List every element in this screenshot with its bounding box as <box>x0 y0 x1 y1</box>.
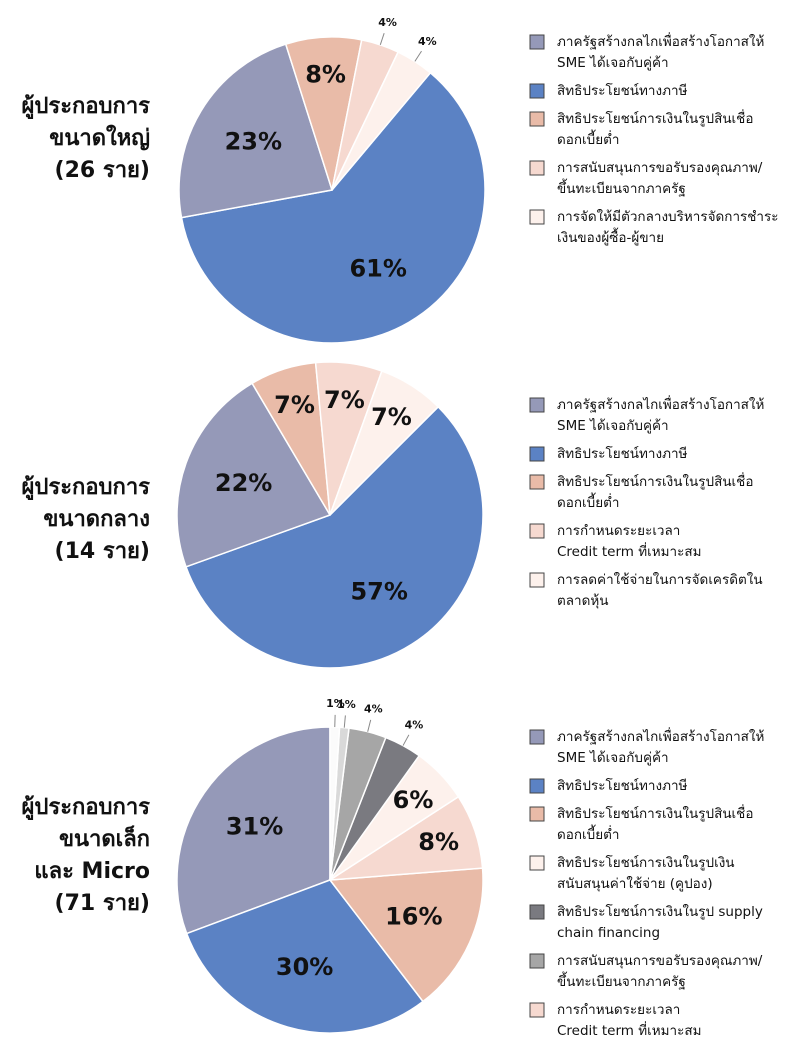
legend-swatch <box>529 572 545 588</box>
chart-title: ขนาดเล็ก <box>59 824 150 852</box>
pie-slice <box>331 51 432 191</box>
chart-title: ผู้ประกอบการ <box>22 475 151 501</box>
legend-label: ภาครัฐสร้างกลไกเพื่อสร้างโอกาสให้ <box>557 727 764 745</box>
legend-label: chain financing <box>557 925 660 941</box>
data-label: 6% <box>393 786 434 814</box>
legend-swatch <box>529 397 545 413</box>
legend-swatch <box>529 904 545 920</box>
data-label: 57% <box>350 578 407 606</box>
legend-swatch <box>529 209 545 225</box>
legend-label: สิทธิประโยชน์ทางภาษี <box>557 777 688 794</box>
legend-label: ขึ้นทะเบียนจากภาครัฐ <box>557 178 686 197</box>
legend-label: ขึ้นทะเบียนจากภาครัฐ <box>557 971 686 990</box>
chart-title: (71 ราย) <box>55 891 150 916</box>
pie-slice <box>185 879 425 1034</box>
legend-label: การสนับสนุนการขอรับรองคุณภาพ/ <box>557 160 763 176</box>
legend-label: ดอกเบี้ยต่ำ <box>557 492 620 511</box>
data-label: 8% <box>305 60 346 88</box>
legend-label: ภาครัฐสร้างกลไกเพื่อสร้างโอกาสให้ <box>557 32 764 50</box>
legend-label: สิทธิประโยชน์การเงินในรูป supply <box>557 903 763 920</box>
data-label: 31% <box>226 813 283 841</box>
pie-slice <box>178 43 333 219</box>
chart-title: ผู้ประกอบการ <box>22 795 151 821</box>
legend-label: Credit term ที่เหมาะสม <box>557 1021 702 1039</box>
pie-slice <box>328 867 484 1003</box>
legend-label: ดอกเบี้ยต่ำ <box>557 129 620 148</box>
legend-swatch <box>529 160 545 176</box>
data-label: 1% <box>337 698 356 711</box>
legend-label: สิทธิประโยชน์การเงินในรูปสินเชื่อ <box>557 472 753 490</box>
data-label: 4% <box>418 35 437 48</box>
legend-swatch <box>529 83 545 99</box>
data-label: 7% <box>371 403 412 431</box>
legend-label: สิทธิประโยชน์ทางภาษี <box>557 82 688 99</box>
chart-title: (26 ราย) <box>55 158 150 183</box>
legend-label: Credit term ที่เหมาะสม <box>557 542 702 560</box>
pie-slice <box>176 382 332 568</box>
legend-swatch <box>529 953 545 969</box>
legend-label: การกำหนดระยะเวลา <box>557 523 680 539</box>
data-label: 8% <box>418 828 459 856</box>
legend-swatch <box>529 1002 545 1018</box>
pie-slice <box>180 71 486 344</box>
leader-line <box>414 50 422 62</box>
data-label: 4% <box>405 718 424 731</box>
legend-swatch <box>529 855 545 871</box>
data-label: 22% <box>215 469 272 497</box>
leader-line <box>367 719 372 732</box>
legend-label: ภาครัฐสร้างกลไกเพื่อสร้างโอกาสให้ <box>557 395 764 413</box>
legend-label: ตลาดหุ้น <box>557 593 609 609</box>
legend-label: สิทธิประโยชน์ทางภาษี <box>557 445 688 462</box>
pie-slice <box>176 726 331 935</box>
chart-title: และ Micro <box>34 859 150 884</box>
legend-label: การจัดให้มีตัวกลางบริหารจัดการชำระ <box>557 208 779 225</box>
legend-swatch <box>529 111 545 127</box>
legend-label: SME ได้เจอกับคู่ค้า <box>557 418 669 434</box>
legend-label: เงินของผู้ซื้อ-ผู้ขาย <box>557 227 664 246</box>
data-label: 61% <box>349 254 406 282</box>
data-label: 30% <box>276 953 333 981</box>
data-label: 7% <box>274 391 315 419</box>
data-label: 4% <box>378 16 397 29</box>
legend-label: การกำหนดระยะเวลา <box>557 1002 680 1018</box>
chart-title: ขนาดใหญ่ <box>49 124 150 151</box>
legend-label: สิทธิประโยชน์การเงินในรูปสินเชื่อ <box>557 804 753 822</box>
pie-slice <box>185 405 484 669</box>
legend-label: การลดค่าใช้จ่ายในการจัดเครดิตใน <box>557 571 763 588</box>
pie-slice <box>329 370 440 516</box>
legend-label: สิทธิประโยชน์การเงินในรูปสินเชื่อ <box>557 109 753 127</box>
chart-title: (14 ราย) <box>55 539 150 564</box>
legend-swatch <box>529 806 545 822</box>
legend-swatch <box>529 446 545 462</box>
legend-swatch <box>529 729 545 745</box>
legend-swatch <box>529 778 545 794</box>
data-label: 7% <box>324 386 365 414</box>
data-label: 4% <box>364 702 383 715</box>
data-label: 16% <box>385 902 442 930</box>
legend-label: SME ได้เจอกับคู่ค้า <box>557 55 669 71</box>
leader-line <box>343 715 346 728</box>
chart-title: ผู้ประกอบการ <box>22 94 151 120</box>
legend-swatch <box>529 34 545 50</box>
leader-line <box>379 33 385 45</box>
legend-label: สิทธิประโยชน์การเงินในรูปเงิน <box>557 854 735 871</box>
data-label: 1% <box>326 697 345 710</box>
legend-label: ดอกเบี้ยต่ำ <box>557 824 620 843</box>
leader-line <box>402 734 410 746</box>
legend-swatch <box>529 523 545 539</box>
legend-swatch <box>529 474 545 490</box>
legend-label: สนับสนุนค่าใช้จ่าย (คูปอง) <box>557 875 713 892</box>
chart-title: ขนาดกลาง <box>43 507 150 532</box>
legend-label: การสนับสนุนการขอรับรองคุณภาพ/ <box>557 953 763 969</box>
legend-label: SME ได้เจอกับคู่ค้า <box>557 750 669 766</box>
data-label: 23% <box>225 128 282 156</box>
